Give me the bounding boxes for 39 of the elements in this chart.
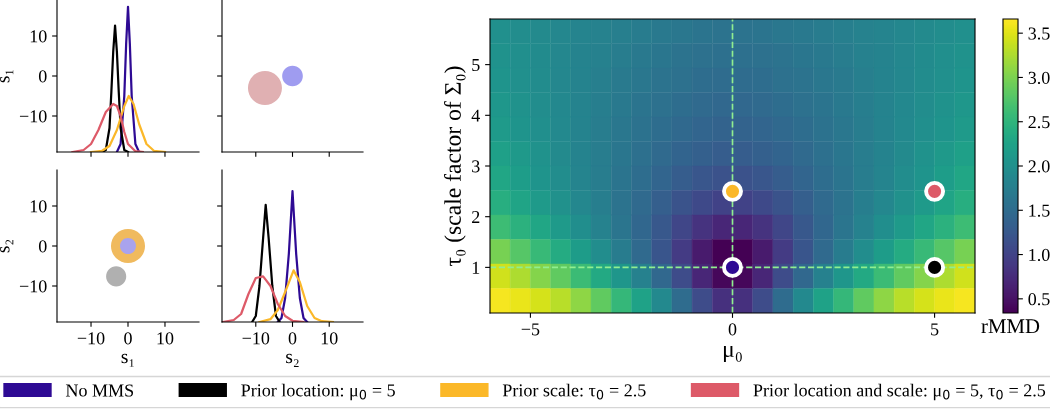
y-tick-label: 1 xyxy=(472,261,480,274)
x-axis-title: s₂ xyxy=(286,353,299,367)
y-axis-title: τ₀ (scale factor of Σ₀) xyxy=(444,66,466,266)
color-bar-title: rMMD xyxy=(981,319,1040,334)
y-axis-title: s₂ xyxy=(0,239,14,253)
legend-label: Prior scale: τ$_{0}$ = 2.5 xyxy=(502,383,646,400)
x-tick-label: −10 xyxy=(242,332,270,345)
x-tick-label: 0 xyxy=(728,323,737,336)
y-tick-label: 5 xyxy=(472,59,480,72)
x-tick-label: 10 xyxy=(157,332,174,345)
legend-label: Prior location and scale: μ$_{0}$ = 5, τ$_{0}$ = 2.5 xyxy=(753,383,1046,401)
color-bar-label: 3.5 xyxy=(1028,27,1050,40)
line-series xyxy=(115,5,141,152)
y-tick-label: −10 xyxy=(19,110,47,123)
color-bar-label: 0.5 xyxy=(1028,293,1050,306)
y-tick-label: 4 xyxy=(471,109,480,122)
y-tick-label: 10 xyxy=(30,30,47,43)
color-bar-label: 1.0 xyxy=(1029,248,1050,262)
legend-label: Prior location: μ$_{0}$ = 5 xyxy=(241,383,395,401)
x-axis-title: μ₀ xyxy=(723,346,742,362)
x-tick-label: −10 xyxy=(77,332,105,345)
x-tick-label: 5 xyxy=(931,323,939,336)
color-bar-label: 2.0 xyxy=(1028,160,1050,173)
y-tick-label: 10 xyxy=(30,200,47,213)
y-tick-label: 0 xyxy=(38,70,47,83)
x-axis-title: s₁ xyxy=(121,353,134,367)
x-tick-label: −5 xyxy=(521,323,540,336)
color-bar-label: 1.5 xyxy=(1029,204,1050,217)
x-tick-label: 10 xyxy=(321,332,338,345)
y-tick-label: 0 xyxy=(38,240,47,253)
y-tick-label: 2 xyxy=(472,211,480,223)
y-axis-title: s₁ xyxy=(0,70,14,83)
color-bar-label: 2.5 xyxy=(1028,116,1050,129)
x-tick-label: 0 xyxy=(288,332,297,345)
y-tick-label: 3 xyxy=(472,160,480,173)
color-bar-label: 3.0 xyxy=(1028,71,1050,84)
y-tick-label: −10 xyxy=(19,280,47,293)
x-tick-label: 0 xyxy=(124,332,132,345)
legend-label: No MMS xyxy=(65,384,134,397)
